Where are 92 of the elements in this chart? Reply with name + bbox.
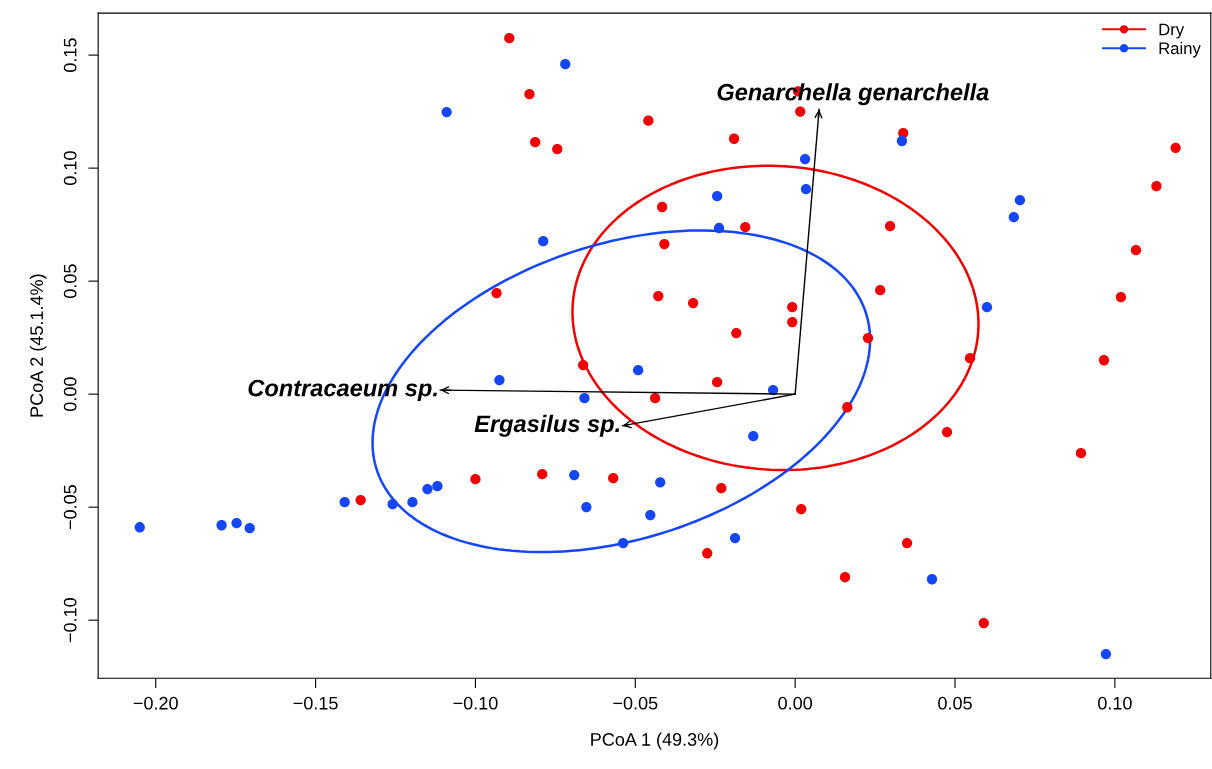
- point: [1130, 245, 1142, 256]
- legend-label: Dry: [1159, 23, 1185, 39]
- point: [978, 617, 989, 629]
- point: [787, 301, 798, 313]
- x-tick-label: 0.10: [1098, 696, 1132, 710]
- point: [653, 290, 664, 302]
- point: [659, 238, 670, 250]
- point: [901, 537, 913, 549]
- x-tick-label: −0.20: [133, 696, 178, 710]
- x-tick-label: −0.15: [293, 696, 338, 710]
- series-label: Ergasilus sp.: [474, 414, 620, 437]
- point: [688, 297, 699, 309]
- point: [926, 574, 938, 585]
- point: [537, 469, 548, 480]
- point: [470, 473, 481, 485]
- point: [649, 393, 661, 404]
- point: [964, 353, 976, 364]
- point: [339, 497, 350, 508]
- point: [432, 480, 443, 492]
- point: [1115, 292, 1127, 303]
- point: [1075, 447, 1087, 459]
- point: [524, 89, 535, 100]
- point: [657, 201, 668, 213]
- point: [1100, 648, 1112, 660]
- point: [579, 393, 590, 404]
- x-tick-label: 0.00: [778, 696, 813, 710]
- point: [1170, 142, 1181, 153]
- y-tick-label: 0.15: [63, 38, 77, 72]
- point: [731, 327, 742, 339]
- x-tick-label: −0.10: [453, 696, 498, 710]
- y-tick-label: 0.00: [63, 377, 77, 412]
- point: [387, 499, 398, 510]
- y-tick-label: 0.10: [63, 151, 77, 185]
- point: [552, 143, 563, 155]
- point: [355, 495, 366, 506]
- point: [530, 136, 541, 148]
- point: [422, 483, 433, 495]
- point: [981, 301, 993, 313]
- y-axis-title: PCoA 2 (45.1.4%): [29, 274, 47, 417]
- point: [729, 532, 741, 544]
- point: [713, 222, 725, 234]
- point: [740, 221, 751, 233]
- point: [787, 316, 798, 328]
- point: [441, 106, 452, 118]
- point: [494, 374, 505, 386]
- point: [862, 332, 874, 344]
- point: [839, 572, 851, 583]
- point: [608, 473, 619, 484]
- series-label: Genarchella genarchella: [717, 83, 989, 106]
- point: [748, 431, 759, 442]
- y-tick-label: 0.05: [63, 264, 77, 298]
- point: [618, 537, 629, 549]
- point: [711, 377, 723, 388]
- point: [538, 235, 549, 247]
- point: [491, 287, 502, 299]
- point: [216, 520, 227, 531]
- point: [800, 183, 812, 195]
- point: [884, 221, 896, 232]
- point: [842, 402, 853, 413]
- point: [569, 469, 580, 481]
- y-tick-label: −0.05: [63, 485, 77, 530]
- point: [244, 523, 255, 534]
- point: [645, 509, 656, 521]
- point: [796, 504, 807, 515]
- point: [799, 153, 811, 165]
- point: [134, 522, 145, 533]
- point: [643, 115, 654, 126]
- point: [711, 191, 723, 202]
- point: [875, 285, 886, 296]
- point: [633, 365, 644, 376]
- point: [1098, 355, 1110, 366]
- point: [1151, 181, 1162, 192]
- point: [728, 133, 740, 144]
- point: [655, 477, 666, 488]
- y-tick-label: −0.10: [63, 598, 77, 643]
- x-axis-title: PCoA 1 (49.3%): [591, 732, 719, 750]
- point: [578, 360, 589, 371]
- point: [941, 426, 953, 438]
- x-tick-label: −0.05: [613, 696, 658, 710]
- point: [1014, 195, 1026, 206]
- x-tick-label: 0.05: [938, 696, 972, 710]
- point: [795, 106, 806, 117]
- legend-label: Rainy: [1159, 41, 1201, 58]
- point: [560, 59, 571, 70]
- point: [504, 33, 515, 44]
- point: [702, 548, 713, 559]
- point: [716, 483, 727, 494]
- point: [1008, 212, 1019, 223]
- point: [581, 502, 592, 513]
- point: [407, 497, 418, 508]
- point: [896, 135, 908, 147]
- point: [231, 518, 242, 529]
